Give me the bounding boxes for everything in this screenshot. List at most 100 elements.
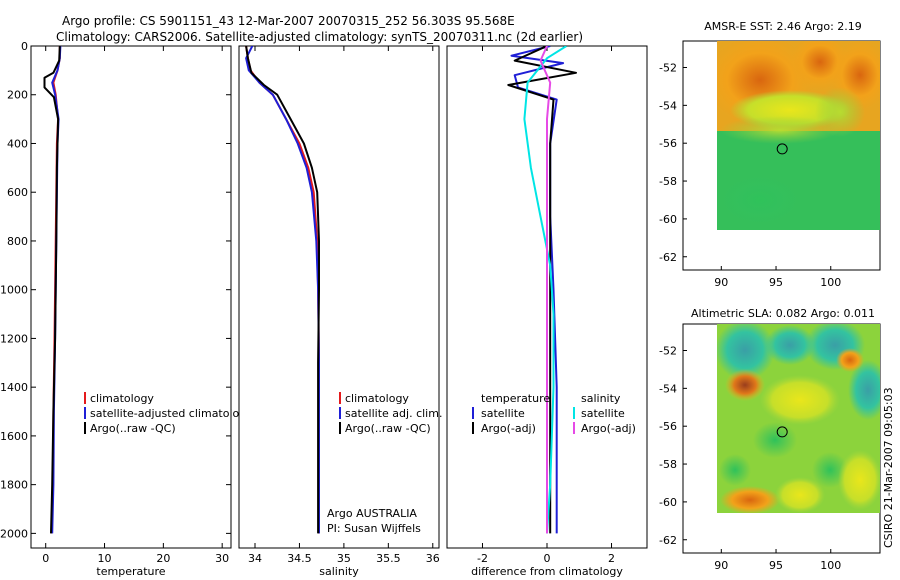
difference-legend-temperature-title: temperature: [481, 392, 550, 405]
difference-legend-sal-argo: Argo(-adj): [581, 422, 636, 435]
temperature-xtick-label: 0: [42, 552, 49, 565]
salinity-xtick-label: 34.5: [287, 552, 312, 565]
temperature-legend-satellite: satellite-adjusted climatology: [90, 407, 253, 420]
figure-title-line-1: Argo profile: CS 5901151_43 12-Mar-2007 …: [62, 14, 515, 28]
sla-xtick-label: 90: [714, 559, 728, 572]
sst-heatmap-field: [717, 41, 880, 230]
temperature-panel: 0 10 20 30 0 200 400 600 800 1000 1200 1400 1600 1800…: [0, 40, 253, 578]
salinity-legend-argo: Argo(..raw -QC): [345, 422, 431, 435]
temperature-ytick-label: 0: [21, 40, 28, 53]
sst-xtick-label: 100: [820, 276, 841, 289]
salinity-legend-climatology: climatology: [345, 392, 409, 405]
difference-xtick-label: -2: [477, 552, 488, 565]
difference-series-group: [507, 46, 577, 534]
temperature-ticks: 0 10 20 30 0 200 400 600 800 1000 1200 1400 1600 1800…: [0, 40, 231, 565]
temperature-axes-box: [30, 45, 232, 549]
difference-series-temperature-satellite: [510, 46, 565, 534]
sla-high-patch-w: [725, 369, 765, 401]
difference-legend: temperature satellite Argo(-adj) salinit…: [472, 392, 636, 435]
sst-xtick-label: 95: [769, 276, 783, 289]
sla-high-patch-sw: [720, 486, 780, 513]
sla-ytick-label: -62: [659, 534, 677, 547]
salinity-xtick-label: 36: [426, 552, 440, 565]
temperature-xtick-label: 20: [156, 552, 170, 565]
salinity-xtick-label: 35.5: [376, 552, 401, 565]
sla-ytick-label: -56: [659, 420, 677, 433]
temperature-ytick-label: 400: [7, 137, 28, 150]
sla-ytick-label: -60: [659, 496, 677, 509]
figure-title-line-2: Climatology: CARS2006. Satellite-adjuste…: [56, 30, 583, 44]
salinity-annotation-agency: Argo AUSTRALIA: [327, 507, 417, 520]
sst-ytick-label: -58: [659, 175, 677, 188]
difference-xtick-label: 0: [544, 552, 551, 565]
sla-ytick-label: -54: [659, 382, 677, 395]
salinity-axes-box: [238, 45, 440, 549]
difference-legend-temp-argo: Argo(-adj): [481, 422, 536, 435]
difference-series-salinity-argo-adj: [539, 46, 552, 534]
sla-low-patch-e: [848, 360, 880, 420]
sst-ytick-label: -56: [659, 137, 677, 150]
sst-front-lime-south: [720, 116, 840, 144]
salinity-ticks: 34 34.5 35 35.5 36: [248, 46, 440, 565]
sst-map-title: AMSR-E SST: 2.46 Argo: 2.19: [704, 20, 862, 33]
temperature-ytick-label: 200: [7, 89, 28, 102]
temperature-ytick-label: 1000: [0, 284, 28, 297]
sla-green-patch-center: [753, 422, 797, 458]
temperature-series-group: [43, 46, 62, 534]
sst-xtick-label: 90: [714, 276, 728, 289]
sla-yellow-south: [775, 477, 825, 513]
difference-series-temperature-argo-adj: [507, 46, 577, 534]
sst-ytick-label: -62: [659, 251, 677, 264]
figure-credit: CSIRO 21-Mar-2007 09:05:03: [882, 387, 895, 548]
temperature-xtick-label: 30: [215, 552, 229, 565]
sla-ytick-label: -58: [659, 458, 677, 471]
difference-panel: -2 0 2 difference from climatology tempera…: [446, 45, 648, 578]
sst-ytick-label: -54: [659, 99, 677, 112]
sla-map-ticks: 90 95 100 -52 -54 -56 -58 -60 -62: [659, 344, 841, 572]
sla-map-panel: Altimetric SLA: 0.082 Argo: 0.011 90 95 10…: [659, 307, 881, 572]
sla-high-patch-ne: [836, 348, 864, 372]
sla-map-title: Altimetric SLA: 0.082 Argo: 0.011: [691, 307, 875, 320]
sst-ytick-label: -52: [659, 61, 677, 74]
temperature-legend-argo: Argo(..raw -QC): [90, 422, 176, 435]
sst-map-ticks: 90 95 100 -52 -54 -56 -58 -60 -62: [659, 61, 841, 289]
sla-heatmap-field: [717, 324, 880, 513]
difference-legend-sal-satellite: satellite: [581, 407, 625, 420]
salinity-legend: climatology satellite adj. clim. Argo(..…: [339, 392, 442, 435]
sst-argo-marker: [776, 143, 788, 155]
sla-ytick-label: -52: [659, 344, 677, 357]
sla-yellow-se: [838, 450, 880, 510]
sla-green-patch-sw: [719, 454, 751, 486]
salinity-annotation-pi: PI: Susan Wijffels: [327, 522, 421, 535]
sst-cold-patch: [720, 175, 800, 225]
temperature-legend-climatology: climatology: [90, 392, 154, 405]
sla-xtick-label: 100: [820, 559, 841, 572]
difference-legend-temp-satellite: satellite: [481, 407, 525, 420]
salinity-xtick-label: 35: [337, 552, 351, 565]
temperature-ytick-label: 1600: [0, 430, 28, 443]
temperature-ytick-label: 800: [7, 235, 28, 248]
temperature-ytick-label: 1800: [0, 479, 28, 492]
difference-legend-salinity-title: salinity: [581, 392, 621, 405]
sla-argo-marker: [776, 426, 788, 438]
temperature-series-argo-raw-qc: [43, 46, 61, 534]
sla-low-patch-n: [765, 325, 815, 365]
salinity-xtick-label: 34: [248, 552, 262, 565]
temperature-ytick-label: 1200: [0, 332, 28, 345]
salinity-series-argo-raw-qc: [245, 46, 320, 534]
temperature-xlabel: temperature: [96, 565, 165, 578]
sst-map-panel: AMSR-E SST: 2.46 Argo: 2.19 90 95 100 -52 -5…: [659, 20, 881, 289]
sla-yellow-center: [760, 375, 840, 425]
difference-xtick-label: 2: [608, 552, 615, 565]
salinity-panel: 34 34.5 35 35.5 36 salinity climatology sate…: [238, 45, 442, 578]
temperature-ytick-label: 600: [7, 186, 28, 199]
temperature-legend: climatology satellite-adjusted climatolo…: [84, 392, 253, 435]
difference-series-salinity-satellite: [523, 46, 567, 534]
sla-xtick-label: 95: [769, 559, 783, 572]
temperature-ytick-label: 1400: [0, 381, 28, 394]
sla-low-patch-nw: [717, 324, 775, 380]
sst-ytick-label: -60: [659, 213, 677, 226]
difference-xlabel: difference from climatology: [471, 565, 623, 578]
temperature-ytick-label: 2000: [0, 527, 28, 540]
temperature-xtick-label: 10: [98, 552, 112, 565]
